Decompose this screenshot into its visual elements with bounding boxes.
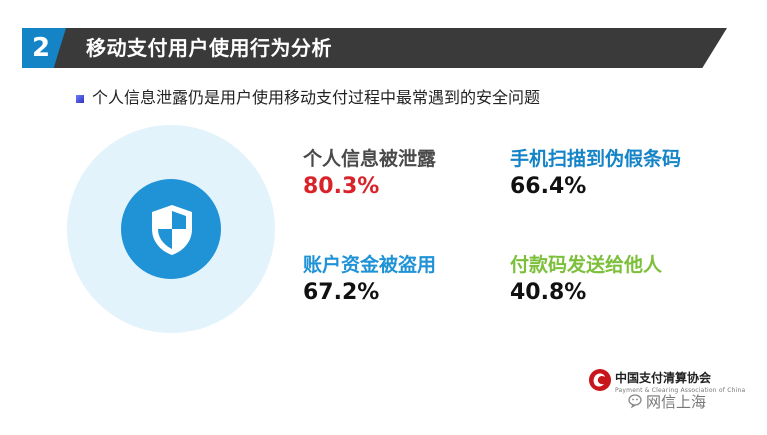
stat-value: 80.3%	[303, 174, 380, 199]
wechat-icon	[628, 394, 642, 409]
stat-label: 个人信息被泄露	[303, 148, 437, 170]
stat-account-theft: 账户资金被盗用 67.2%	[303, 253, 493, 307]
bullet-icon	[76, 95, 84, 103]
shield-icon	[152, 205, 192, 255]
stat-payment-code-shared: 付款码发送给他人 40.8%	[510, 253, 700, 307]
stat-value: 66.4%	[510, 174, 587, 199]
association-logo: 中国支付清算协会 Payment & Clearing Association …	[588, 366, 745, 406]
stat-label: 账户资金被盗用	[303, 254, 437, 276]
page-title: 移动支付用户使用行为分析	[86, 36, 332, 60]
association-logo-icon	[589, 369, 611, 391]
association-name-cn: 中国支付清算协会	[615, 371, 712, 385]
stat-personal-info-leak: 个人信息被泄露 80.3%	[303, 147, 493, 201]
watermark-text: 网信上海	[646, 393, 707, 411]
association-name-en: Payment & Clearing Association of China	[615, 387, 746, 394]
stat-value: 40.8%	[510, 280, 587, 305]
stat-value: 67.2%	[303, 280, 380, 305]
stat-label: 付款码发送给他人	[510, 254, 663, 276]
title-bar	[22, 28, 727, 68]
stat-fake-barcode: 手机扫描到伪假条码 66.4%	[510, 147, 700, 201]
subtitle: 个人信息泄露仍是用户使用移动支付过程中最常遇到的安全问题	[92, 88, 541, 107]
stat-label: 手机扫描到伪假条码	[510, 148, 682, 170]
